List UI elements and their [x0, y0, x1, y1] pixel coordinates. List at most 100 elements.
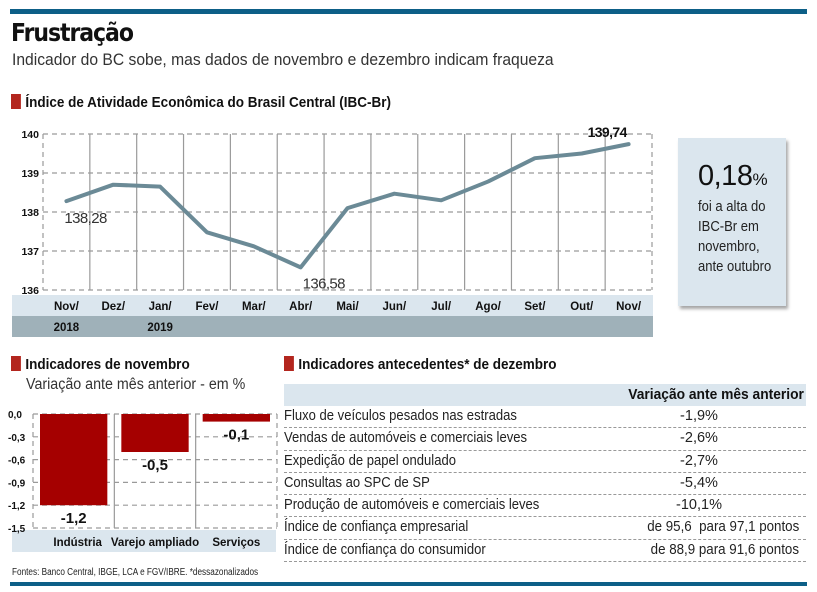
table-row: Índice de confiança do consumidor de 88,9… [284, 540, 806, 563]
section-square-icon [11, 94, 21, 109]
page-title: Frustração [11, 18, 134, 47]
bar-chart-subtitle: Variação ante mês anterior - em % [26, 376, 246, 393]
row-label: Expedição de papel ondulado [284, 452, 456, 469]
bar [121, 414, 189, 452]
bar-chart-y-ticks: 0,0 -0,3 -0,6 -0,9 -1,2 -1,5 [8, 410, 26, 535]
y-tick-label: 140 [21, 129, 39, 141]
y-tick-label: 136 [21, 285, 39, 297]
bar-chart-value-labels: -1,2 -0,5 -0,1 [61, 427, 250, 528]
line-chart-heading: Índice de Atividade Econômica do Brasil … [11, 94, 391, 111]
callout-line: novembro, [698, 239, 760, 255]
table-row: Consultas ao SPC de SP -5,4% [284, 473, 806, 496]
table-row: Vendas de automóveis e comerciais leves -… [284, 428, 806, 451]
bar-chart-bars [40, 414, 270, 506]
x-tick-label: Fev/ [195, 301, 219, 313]
callout-line: foi a alta do [698, 199, 766, 215]
row-label: Vendas de automóveis e comerciais leves [284, 430, 528, 447]
row-label: Índice de confiança empresarial [284, 519, 469, 536]
month-band [12, 295, 653, 316]
table-row: Produção de automóveis e comerciais leve… [284, 495, 806, 518]
callout-line: ante outubro [698, 259, 772, 275]
table-heading: Indicadores antecedentes* de dezembro [284, 356, 556, 373]
x-tick-label: Jul/ [431, 301, 452, 313]
bar [40, 414, 108, 506]
y-tick-label: 137 [21, 246, 39, 258]
year-band [12, 316, 653, 337]
bar [202, 414, 270, 422]
leading-indicators-table: Variação ante mês anterior Fluxo de veíc… [284, 384, 806, 563]
category-label: Serviços [212, 537, 260, 549]
line-chart-x-ticks: Nov/Dez/Jan/Fev/Mar/Abr/Mai/Jun/Jul/Ago/… [54, 301, 642, 313]
category-band [12, 530, 276, 552]
bottom-brand-bar [10, 582, 807, 586]
bar-chart-category-band [12, 530, 276, 552]
y-tick-label: 139 [21, 168, 39, 180]
bar-chart-title: Indicadores de novembro [25, 356, 190, 373]
bar-value-label: -0,1 [223, 427, 249, 444]
y-tick-label: -0,9 [8, 478, 26, 489]
x-tick-label: Mar/ [242, 301, 266, 313]
year-label: 2019 [147, 322, 173, 334]
y-tick-label: -1,5 [8, 524, 26, 535]
x-tick-label: Set/ [524, 301, 546, 313]
year-label: 2018 [54, 322, 80, 334]
row-value: -5,4% [680, 474, 718, 491]
x-tick-label: Jun/ [383, 301, 407, 313]
y-tick-label: -0,6 [8, 456, 26, 467]
x-tick-label: Mai/ [336, 301, 359, 313]
table-column-header: Variação ante mês anterior [628, 386, 804, 403]
callout-text: foi a alta do IBC-Br em novembro, ante o… [698, 197, 771, 277]
y-tick-label: 0,0 [8, 410, 22, 421]
line-chart-title: Índice de Atividade Econômica do Brasil … [25, 94, 391, 111]
highlight-callout: 0,18% foi a alta do IBC-Br em novembro, … [678, 138, 786, 306]
x-tick-label: Jan/ [149, 301, 173, 313]
x-tick-label: Out/ [570, 301, 594, 313]
row-value: -2,7% [680, 452, 718, 469]
line-chart-year-labels: 2018 2019 [54, 322, 173, 334]
x-tick-label: Dez/ [101, 301, 125, 313]
y-tick-label: 138 [21, 207, 39, 219]
source-note: Fontes: Banco Central, IBGE, LCA e FGV/I… [12, 567, 259, 578]
bar-value-label: -0,5 [142, 457, 168, 474]
row-value: -2,6% [680, 430, 718, 447]
page-subtitle: Indicador do BC sobe, mas dados de novem… [12, 50, 554, 69]
table-row: Fluxo de veículos pesados nas estradas -1… [284, 406, 806, 429]
callout-value: 0,18% [698, 160, 768, 193]
bar-chart-category-labels: Indústria Varejo ampliado Serviços [53, 537, 260, 549]
x-tick-label: Abr/ [289, 301, 313, 313]
line-chart-grid [42, 133, 653, 291]
row-value: de 88,9 para 91,6 pontos [650, 541, 799, 558]
category-label: Indústria [53, 537, 102, 549]
row-value: -1,9% [680, 408, 718, 424]
ibc-br-line-chart: 136 137 138 139 140 Nov/Dez/Jan/Fev/Mar/Abr/… [12, 124, 653, 337]
point-annotation: 138,28 [64, 210, 107, 227]
point-annotation: 139,74 [588, 124, 628, 140]
line-chart-x-band [12, 295, 653, 337]
row-value: -10,1% [676, 497, 722, 514]
category-label: Varejo ampliado [111, 537, 199, 549]
x-tick-label: Ago/ [475, 301, 501, 313]
row-label: Consultas ao SPC de SP [284, 474, 430, 491]
point-annotation: 136,58 [303, 275, 346, 292]
line-chart-y-ticks: 136 137 138 139 140 [21, 129, 39, 297]
row-value: de 95,6 para 97,1 pontos [647, 519, 800, 536]
table-header: Variação ante mês anterior [284, 384, 806, 406]
november-indicators-bar-chart: 0,0 -0,3 -0,6 -0,9 -1,2 -1,5 -1,2 -0,5 -0,1 Ind… [8, 410, 278, 552]
callout-unit: % [752, 170, 768, 189]
x-tick-label: Nov/ [54, 301, 80, 313]
y-tick-label: -1,2 [8, 501, 26, 512]
bar-chart-heading: Indicadores de novembro [11, 356, 190, 373]
row-label: Produção de automóveis e comerciais leve… [284, 497, 540, 514]
callout-line: IBC-Br em [698, 219, 759, 235]
callout-number: 0,18 [698, 160, 753, 192]
section-square-icon [284, 356, 294, 371]
bar-value-label: -1,2 [61, 510, 87, 527]
table-title: Indicadores antecedentes* de dezembro [298, 356, 557, 373]
x-tick-label: Nov/ [616, 301, 642, 313]
y-tick-label: -0,3 [8, 433, 26, 444]
line-chart-annotations: 138,28 136,58 139,74 [64, 124, 628, 292]
section-square-icon [11, 356, 21, 371]
table-row: Índice de confiança empresarial de 95,6 p… [284, 517, 806, 540]
row-label: Índice de confiança do consumidor [284, 541, 486, 558]
row-label: Fluxo de veículos pesados nas estradas [284, 408, 517, 424]
